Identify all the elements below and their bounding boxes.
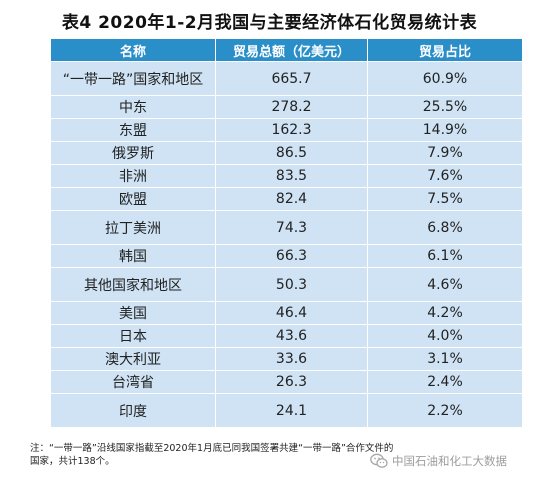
cell-region-name: 拉丁美洲 [50,210,216,245]
cell-region-name: “一带一路”国家和地区 [50,61,216,96]
wechat-icon [370,453,388,469]
cell-trade-share: 4.0% [367,324,523,348]
table-row: 澳大利亚 33.6 3.1% [50,347,523,371]
cell-trade-share: 3.1% [367,347,523,371]
cell-region-name: 韩国 [50,244,216,268]
cell-trade-total: 86.5 [215,141,368,165]
cell-region-name: 印度 [50,393,216,428]
table-row: 中东 278.2 25.5% [50,95,523,119]
footnote: 注：“一带一路”沿线国家指截至2020年1月底已同我国签署共建“一带一路”合作文… [30,442,530,468]
cell-region-name: 中东 [50,95,216,119]
cell-trade-total: 82.4 [215,187,368,211]
cell-trade-total: 24.1 [215,393,368,428]
cell-trade-total: 50.3 [215,267,368,302]
cell-trade-share: 7.9% [367,141,523,165]
cell-trade-total: 74.3 [215,210,368,245]
cell-trade-share: 2.2% [367,393,523,428]
cell-trade-total: 665.7 [215,61,368,96]
cell-trade-share: 4.6% [367,267,523,302]
cell-trade-total: 278.2 [215,95,368,119]
cell-trade-share: 60.9% [367,61,523,96]
table-row: 美国 46.4 4.2% [50,301,523,325]
cell-region-name: 日本 [50,324,216,348]
cell-trade-share: 7.6% [367,164,523,188]
cell-region-name: 其他国家和地区 [50,267,216,302]
cell-region-name: 美国 [50,301,216,325]
cell-region-name: 台湾省 [50,370,216,394]
cell-region-name: 澳大利亚 [50,347,216,371]
table-row: 其他国家和地区 50.3 4.6% [50,267,523,302]
cell-trade-share: 6.1% [367,244,523,268]
cell-region-name: 东盟 [50,118,216,142]
cell-trade-total: 162.3 [215,118,368,142]
footnote-line-2: 国家，共计138个。 [30,456,115,467]
cell-trade-share: 7.5% [367,187,523,211]
cell-region-name: 非洲 [50,164,216,188]
table-row: 印度 24.1 2.2% [50,393,523,428]
cell-trade-share: 4.2% [367,301,523,325]
table-row: “一带一路”国家和地区 665.7 60.9% [50,61,523,96]
header-trade-total: 贸易总额（亿美元） [215,38,368,62]
cell-trade-share: 2.4% [367,370,523,394]
cell-region-name: 欧盟 [50,187,216,211]
cell-trade-total: 26.3 [215,370,368,394]
header-name: 名称 [50,38,216,62]
table-row: 东盟 162.3 14.9% [50,118,523,142]
cell-region-name: 俄罗斯 [50,141,216,165]
cell-trade-total: 33.6 [215,347,368,371]
table-row: 台湾省 26.3 2.4% [50,370,523,394]
cell-trade-share: 6.8% [367,210,523,245]
watermark-text: 中国石油和化工大数据 [392,454,507,468]
trade-stats-table: 名称 贸易总额（亿美元） 贸易占比 “一带一路”国家和地区 665.7 60.9% 中… [50,38,523,428]
cell-trade-share: 14.9% [367,118,523,142]
footnote-line-1: 注：“一带一路”沿线国家指截至2020年1月底已同我国签署共建“一带一路”合作文… [30,443,394,454]
cell-trade-total: 43.6 [215,324,368,348]
cell-trade-total: 83.5 [215,164,368,188]
header-trade-share: 贸易占比 [367,38,523,62]
cell-trade-total: 66.3 [215,244,368,268]
table-header-row: 名称 贸易总额（亿美元） 贸易占比 [50,38,523,62]
table-row: 拉丁美洲 74.3 6.8% [50,210,523,245]
table-title: 表4 2020年1-2月我国与主要经济体石化贸易统计表 [61,13,478,33]
watermark: 中国石油和化工大数据 [370,452,507,470]
table-row: 俄罗斯 86.5 7.9% [50,141,523,165]
table-row: 欧盟 82.4 7.5% [50,187,523,211]
cell-trade-share: 25.5% [367,95,523,119]
cell-trade-total: 46.4 [215,301,368,325]
table-row: 非洲 83.5 7.6% [50,164,523,188]
table-row: 韩国 66.3 6.1% [50,244,523,268]
table-row: 日本 43.6 4.0% [50,324,523,348]
